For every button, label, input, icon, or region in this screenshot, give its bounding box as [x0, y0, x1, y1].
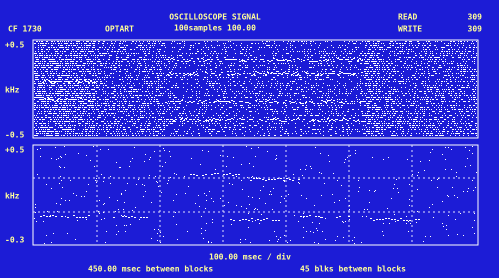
axis-label: +0.5 — [5, 146, 24, 155]
header-subtitle: 100samples 100.00 — [174, 24, 256, 33]
counter-value: 309 — [468, 25, 483, 34]
axis-label: kHz — [5, 86, 20, 95]
counter-value: 309 — [468, 13, 483, 22]
header-title: OSCILLOSCOPE SIGNAL — [169, 13, 261, 22]
header-left: OPTART — [105, 25, 134, 34]
background — [0, 0, 499, 278]
counter-label: READ — [398, 13, 417, 22]
axis-label: -0.3 — [5, 236, 24, 245]
axis-label: +0.5 — [5, 41, 24, 50]
oscilloscope-screen: CF 1730 OPTART OSCILLOSCOPE SIGNAL 100sa… — [0, 0, 499, 278]
axis-label: kHz — [5, 192, 20, 201]
footer-gap: 450.00 msec between blocks — [88, 265, 213, 274]
axis-label: -0.5 — [5, 131, 24, 140]
page: CF 1730 OPTART OSCILLOSCOPE SIGNAL 100sa… — [0, 0, 499, 278]
header-left: CF 1730 — [8, 25, 42, 34]
footer-scale: 100.00 msec / div — [209, 252, 291, 262]
counter-label: WRITE — [398, 25, 422, 34]
footer-blocks: 45 blks between blocks — [300, 265, 406, 274]
